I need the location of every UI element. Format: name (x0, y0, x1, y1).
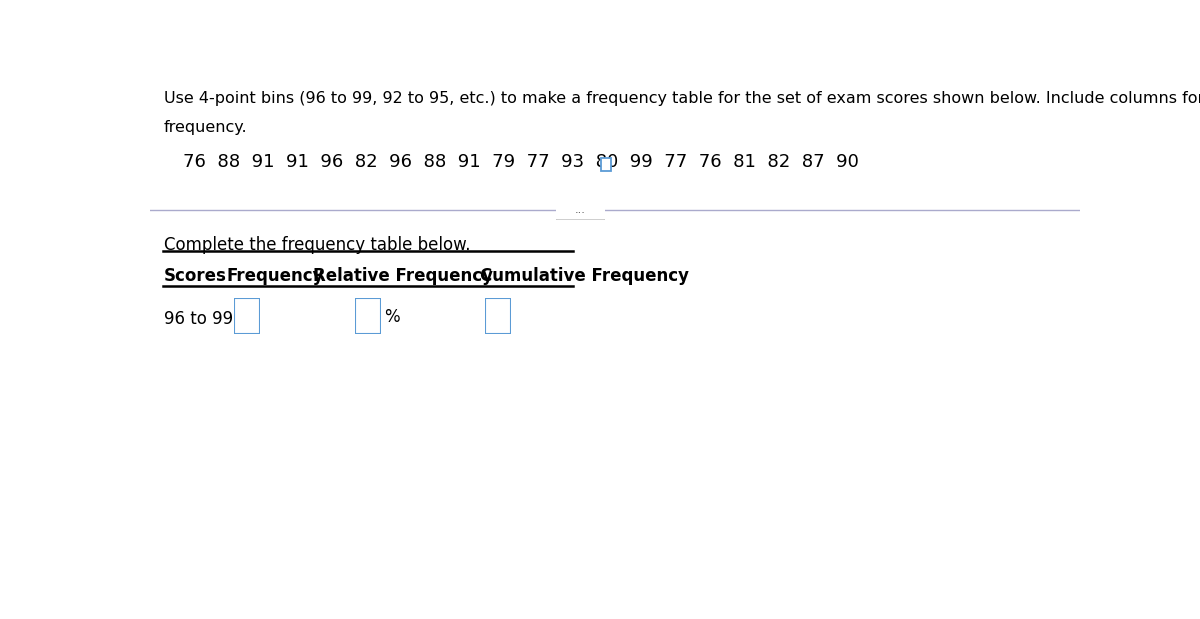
Text: 96 to 99: 96 to 99 (164, 310, 233, 328)
Text: Cumulative Frequency: Cumulative Frequency (480, 267, 689, 285)
Text: %: % (384, 308, 400, 326)
Text: Frequency: Frequency (227, 267, 324, 285)
Text: Complete the frequency table below.: Complete the frequency table below. (164, 236, 470, 254)
Text: frequency.: frequency. (164, 119, 247, 134)
Text: Relative Frequency: Relative Frequency (313, 267, 493, 285)
Text: Use 4-point bins (96 to 99, 92 to 95, etc.) to make a frequency table for the se: Use 4-point bins (96 to 99, 92 to 95, et… (164, 91, 1200, 106)
Text: Scores: Scores (164, 267, 227, 285)
Text: 76  88  91  91  96  82  96  88  91  79  77  93  80  99  77  76  81  82  87  90: 76 88 91 91 96 82 96 88 91 79 77 93 80 9… (184, 153, 859, 171)
